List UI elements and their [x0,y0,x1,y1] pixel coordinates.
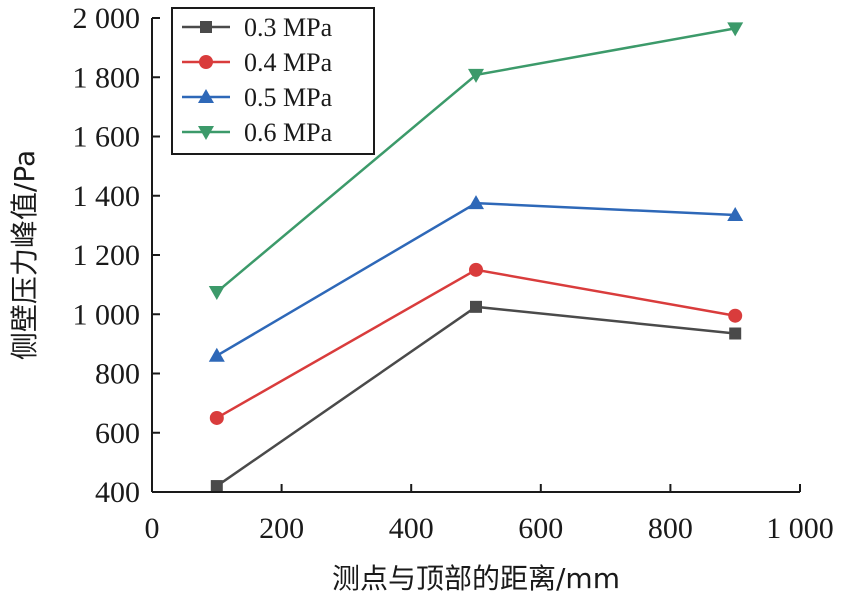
y-tick-label: 400 [95,476,140,509]
y-tick-label: 600 [95,417,140,450]
y-tick-label: 1 800 [73,61,141,94]
series-layer [208,22,744,493]
data-point-square [200,21,212,33]
data-point-triangle-up [208,347,225,362]
data-point-triangle-up [468,195,484,210]
data-point-circle [209,410,224,425]
data-point-square [470,300,482,313]
x-tick-label: 800 [648,512,693,545]
series-2 [208,195,744,362]
x-tick-label: 600 [518,512,563,545]
y-tick-label: 1 400 [73,180,141,213]
data-point-circle [469,262,483,277]
data-point-triangle-up [198,89,214,103]
x-tick-label: 0 [145,512,160,545]
legend-item: 0.3 MPa [182,13,333,42]
series-1 [209,262,743,425]
data-point-square [729,327,742,340]
data-point-triangle-down [727,22,744,37]
legend-label: 0.5 MPa [244,83,333,112]
series-3 [208,22,744,301]
y-axis-title: 侧壁压力峰值/Pa [8,150,41,360]
legend-label: 0.6 MPa [244,118,333,147]
y-tick-label: 1 600 [73,121,141,154]
legend-item: 0.5 MPa [182,83,333,112]
x-ticks: 0 200 400 600 800 1 000 [145,484,834,545]
x-tick-label: 200 [259,512,304,545]
legend-item: 0.6 MPa [182,118,333,147]
x-axis-title: 测点与顶部的距离/mm [332,562,620,595]
data-point-circle [199,55,213,69]
y-tick-label: 1 200 [73,239,141,272]
data-point-circle [728,308,743,323]
data-point-square [210,480,223,493]
data-point-triangle-down [208,286,225,301]
x-tick-label: 400 [389,512,434,545]
y-tick-label: 2 000 [73,2,141,35]
data-point-triangle-down [468,68,484,83]
legend-label: 0.4 MPa [244,48,333,77]
y-tick-label: 1 000 [73,298,141,331]
series-line [216,268,736,420]
legend-label: 0.3 MPa [244,13,333,42]
series-line [216,305,736,488]
series-0 [210,300,742,493]
legend: 0.3 MPa 0.4 MPa 0.5 MPa 0.6 MPa [171,7,375,155]
legend-item: 0.4 MPa [182,48,333,77]
y-tick-label: 800 [95,358,140,391]
y-ticks: 400 600 800 1 000 1 200 1 400 1 600 1 800 2 000 [73,2,160,509]
data-point-triangle-down [198,126,214,140]
x-tick-label: 1 000 [766,512,834,545]
data-point-triangle-up [727,207,744,222]
